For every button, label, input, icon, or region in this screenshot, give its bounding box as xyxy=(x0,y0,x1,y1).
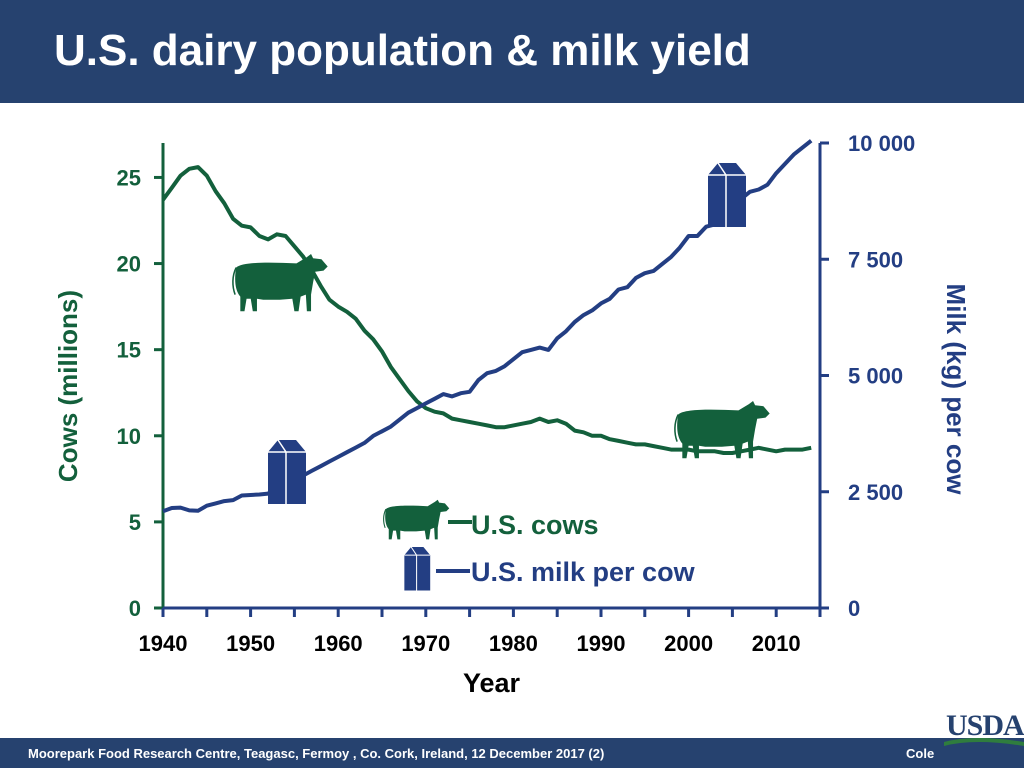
y-right-tick-label: 2 500 xyxy=(848,480,903,505)
x-tick-label: 1960 xyxy=(314,631,363,656)
y-left-tick-label: 25 xyxy=(117,165,141,190)
footer-bar: Moorepark Food Research Centre, Teagasc,… xyxy=(0,738,1024,768)
y-axis-right-title: Milk (kg) per cow xyxy=(941,284,971,496)
footer-author: Cole xyxy=(906,746,935,761)
cow-icon xyxy=(232,254,328,312)
carton-body xyxy=(708,163,746,227)
cow-body xyxy=(235,254,328,312)
chart-axes: 0 5 10 15 20 25 0 2 500 5 000 7 500 10 000 1940 1950… xyxy=(53,131,971,698)
series-line-cows xyxy=(161,165,812,455)
carton-edges xyxy=(268,439,306,504)
usda-logo: USDA xyxy=(946,709,1024,742)
y-left-tick-label: 0 xyxy=(129,596,141,621)
x-tick-label: 1990 xyxy=(577,631,626,656)
page-title: U.S. dairy population & milk yield xyxy=(54,26,751,75)
y-left-tick-label: 10 xyxy=(117,424,141,449)
y-right-tick-label: 10 000 xyxy=(848,131,915,156)
dual-axis-line-chart: 0 5 10 15 20 25 0 2 500 5 000 7 500 10 000 1940 1950… xyxy=(53,131,971,698)
milk-carton-icon xyxy=(404,546,431,591)
y-left-tick-label: 15 xyxy=(117,338,141,363)
x-tick-label: 2000 xyxy=(664,631,713,656)
y-right-tick-label: 0 xyxy=(848,596,860,621)
x-tick-label: 1980 xyxy=(489,631,538,656)
y-left-tick-label: 20 xyxy=(117,252,141,277)
carton-body xyxy=(268,440,306,504)
x-axis-title: Year xyxy=(463,668,521,698)
y-left-tick-label: 5 xyxy=(129,510,141,535)
chart-legend: U.S. cows U.S. milk per cow xyxy=(383,499,696,591)
footer-citation: Moorepark Food Research Centre, Teagasc,… xyxy=(28,746,605,761)
x-tick-label: 1970 xyxy=(401,631,450,656)
cow-tail xyxy=(232,267,237,295)
usda-logo-swoosh xyxy=(944,738,1024,746)
x-tick-label: 2010 xyxy=(752,631,801,656)
carton-edges xyxy=(708,162,746,227)
cow-body xyxy=(677,401,770,459)
legend-label-cows: U.S. cows xyxy=(471,510,599,540)
title-bar xyxy=(0,0,1024,103)
cow-icon xyxy=(674,401,770,459)
milk-carton-icon xyxy=(708,162,746,227)
y-right-tick-label: 5 000 xyxy=(848,364,903,389)
carton-edges xyxy=(404,546,431,591)
chart-decorations xyxy=(232,162,770,504)
y-axis-left-title: Cows (millions) xyxy=(53,290,83,482)
cow-body xyxy=(385,499,450,540)
milk-carton-icon xyxy=(268,439,306,504)
carton-body xyxy=(404,547,431,591)
cow-icon xyxy=(383,499,450,540)
cow-tail xyxy=(383,508,387,528)
legend-label-milk: U.S. milk per cow xyxy=(471,557,696,587)
y-right-tick-label: 7 500 xyxy=(848,247,903,272)
x-tick-label: 1940 xyxy=(139,631,188,656)
cow-tail xyxy=(674,414,679,442)
x-tick-label: 1950 xyxy=(226,631,275,656)
